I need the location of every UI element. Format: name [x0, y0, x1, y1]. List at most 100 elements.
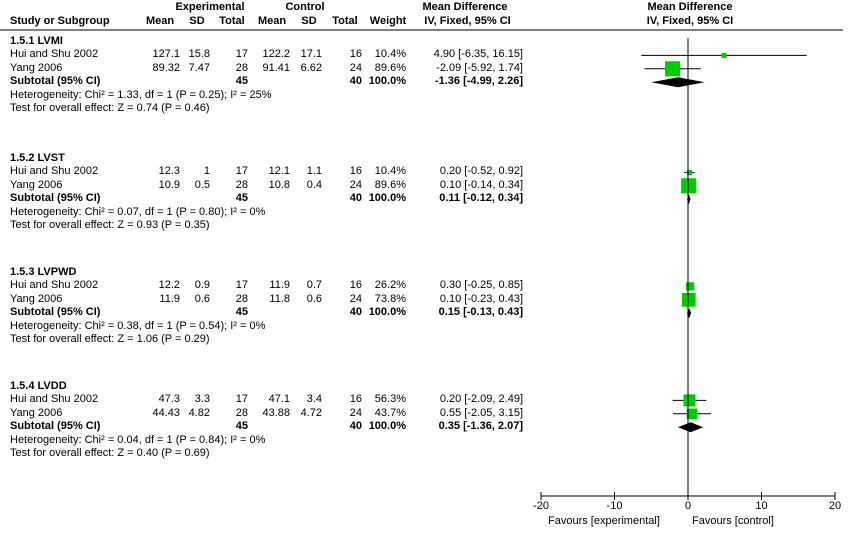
study-name: Yang 2006 [10, 406, 63, 419]
experimental-group-header: Experimental [175, 1, 245, 13]
plot-column-title: Mean Difference [647, 1, 733, 13]
exp-sd: 15.8 [188, 48, 210, 61]
subtotal-ci: -1.36 [-4.99, 2.26] [434, 75, 523, 88]
favours-control-label: Favours [control] [692, 515, 774, 527]
plot-method-header: IV, Fixed, 95% CI [646, 15, 734, 27]
ctl-sd: 0.4 [306, 178, 322, 191]
ctl-total: 24 [349, 178, 362, 191]
study-weight: 26.2% [374, 279, 406, 292]
heterogeneity-text: Heterogeneity: Chi² = 0.04, df = 1 (P = … [10, 433, 266, 446]
ctl-mean-header: Mean [257, 15, 287, 27]
ctl-total: 24 [349, 406, 362, 419]
subtotal-weight: 100.0% [368, 306, 406, 319]
exp-total: 17 [235, 279, 248, 292]
ctl-mean: 47.1 [268, 393, 290, 406]
study-name: Hui and Shu 2002 [10, 48, 99, 61]
overall-effect-text: Test for overall effect: Z = 1.06 (P = 0… [10, 333, 210, 345]
study-ci: 0.20 [-0.52, 0.92] [439, 165, 523, 178]
study-weight: 10.4% [374, 48, 406, 61]
subgroup-title: 1.5.3 LVPWD [10, 266, 77, 278]
study-weight: 73.8% [374, 292, 406, 305]
study-weight: 89.6% [374, 178, 406, 191]
study-square [683, 394, 696, 407]
ctl-sd: 3.4 [306, 393, 322, 406]
study-ci: 0.20 [-2.09, 2.49] [439, 393, 523, 406]
subtotal-exp-total: 45 [235, 75, 248, 88]
exp-sd: 0.6 [194, 292, 210, 305]
exp-mean: 10.9 [158, 178, 180, 191]
ctl-sd: 0.6 [306, 292, 322, 305]
study-name: Yang 2006 [10, 178, 63, 191]
ctl-mean: 91.41 [262, 61, 290, 74]
exp-total: 17 [235, 48, 248, 61]
study-square [686, 282, 695, 291]
subtotal-ci: 0.11 [-0.12, 0.34] [439, 192, 523, 205]
exp-mean: 12.3 [158, 165, 180, 178]
ctl-mean: 12.1 [268, 165, 290, 178]
study-ci: 0.55 [-2.05, 3.15] [439, 406, 523, 419]
favours-experimental-label: Favours [experimental] [548, 515, 660, 527]
exp-mean: 12.2 [158, 279, 180, 292]
study-weight: 56.3% [374, 393, 406, 406]
study-weight: 10.4% [374, 165, 406, 178]
exp-sd: 1 [203, 165, 210, 178]
exp-total: 28 [235, 178, 248, 191]
exp-sd: 7.47 [188, 61, 210, 74]
subtotal-weight: 100.0% [368, 192, 406, 205]
subtotal-ctl-total: 40 [349, 420, 362, 433]
ctl-mean: 43.88 [262, 406, 290, 419]
heterogeneity-text: Heterogeneity: Chi² = 1.33, df = 1 (P = … [10, 88, 272, 101]
ctl-total: 16 [349, 393, 362, 406]
subtotal-diamond [651, 77, 705, 88]
heterogeneity-text: Heterogeneity: Chi² = 0.07, df = 1 (P = … [10, 205, 266, 218]
exp-sd: 0.9 [194, 279, 210, 292]
x-tick-label: -20 [533, 500, 549, 512]
ctl-total-header: Total [332, 15, 358, 27]
exp-mean: 44.43 [152, 406, 180, 419]
study-square [681, 292, 696, 307]
subgroup-title: 1.5.4 LVDD [10, 380, 67, 392]
overall-effect-text: Test for overall effect: Z = 0.40 (P = 0… [10, 447, 210, 459]
effect-method-header: IV, Fixed, 95% CI [424, 15, 511, 27]
subtotal-label: Subtotal (95% CI) [10, 306, 101, 319]
ctl-sd: 1.1 [306, 165, 322, 178]
exp-sd: 3.3 [194, 393, 210, 406]
ctl-mean: 11.9 [269, 279, 290, 292]
study-ci: 0.10 [-0.14, 0.34] [439, 178, 523, 191]
subtotal-diamond [678, 422, 704, 433]
x-tick-label: 0 [684, 500, 692, 512]
exp-sd: 4.82 [188, 406, 210, 419]
subtotal-ctl-total: 40 [349, 306, 362, 319]
ctl-mean: 10.8 [268, 178, 290, 191]
subtotal-exp-total: 45 [235, 306, 248, 319]
subtotal-label: Subtotal (95% CI) [10, 192, 101, 205]
exp-mean: 89.32 [152, 61, 180, 74]
ctl-sd-header: SD [301, 15, 317, 27]
exp-mean: 47.3 [158, 393, 180, 406]
study-name: Hui and Shu 2002 [10, 165, 99, 178]
ctl-sd: 0.7 [306, 279, 322, 292]
overall-effect-text: Test for overall effect: Z = 0.93 (P = 0… [10, 219, 210, 231]
exp-total: 28 [235, 292, 248, 305]
subtotal-ci: 0.35 [-1.36, 2.07] [438, 420, 523, 433]
exp-total: 17 [235, 393, 248, 406]
overall-effect-text: Test for overall effect: Z = 0.74 (P = 0… [10, 102, 210, 114]
exp-mean: 127.1 [152, 48, 180, 61]
study-name: Hui and Shu 2002 [10, 279, 99, 292]
heterogeneity-text: Heterogeneity: Chi² = 0.38, df = 1 (P = … [10, 319, 266, 332]
subgroup-title: 1.5.2 LVST [10, 152, 65, 164]
subtotal-label: Subtotal (95% CI) [10, 420, 101, 433]
study-ci: 0.10 [-0.23, 0.43] [439, 292, 523, 305]
subtotal-exp-total: 45 [235, 192, 248, 205]
ctl-sd: 4.72 [300, 406, 322, 419]
ctl-sd: 6.62 [300, 61, 322, 74]
study-square [681, 178, 697, 194]
x-tick-label: 20 [828, 500, 842, 512]
ctl-total: 16 [349, 165, 362, 178]
study-name: Yang 2006 [10, 61, 63, 74]
exp-total: 17 [235, 165, 248, 178]
study-weight: 43.7% [374, 406, 406, 419]
subtotal-ctl-total: 40 [349, 75, 362, 88]
study-square [686, 408, 698, 420]
